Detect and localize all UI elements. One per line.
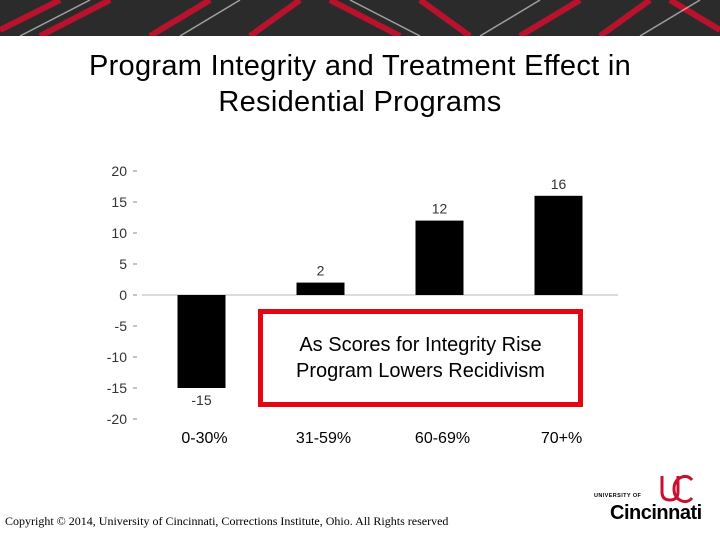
category-label: 60-69% [415,430,470,447]
bar [415,220,464,295]
university-logo: UNIVERSITY OF Cincinnati [594,474,706,526]
callout-line-1: As Scores for Integrity Rise [299,334,542,356]
header-banner [0,0,720,36]
y-tick-label: -5 [115,318,128,334]
copyright-notice: Copyright © 2014, University of Cincinna… [5,514,449,528]
category-label: 70+% [541,430,582,447]
callout-line-2: Program Lowers Recidivism [296,360,545,382]
data-label: -15 [191,392,211,408]
logo-name: Cincinnati [610,502,702,524]
y-tick-label: 20 [111,163,127,179]
slide-title: Program Integrity and Treatment Effect i… [88,50,632,118]
y-tick-label: 5 [119,256,127,272]
bar [177,295,226,388]
category-label: 0-30% [181,430,227,447]
y-tick-label: 15 [111,194,127,210]
y-tick-label: 10 [111,225,127,241]
bar [534,195,583,295]
data-label: 2 [317,263,325,279]
callout-box: As Scores for Integrity Rise Program Low… [258,309,583,407]
category-label: 31-59% [296,430,351,447]
y-tick-label: 0 [119,287,127,303]
logo-university-of: UNIVERSITY OF [594,493,642,499]
y-tick-label: -10 [107,349,127,365]
uc-logo-icon [660,474,694,504]
y-tick-label: -15 [107,380,127,396]
y-tick-label: -20 [107,411,127,427]
data-label: 12 [432,201,448,217]
data-label: 16 [551,176,567,192]
bar [296,282,345,295]
